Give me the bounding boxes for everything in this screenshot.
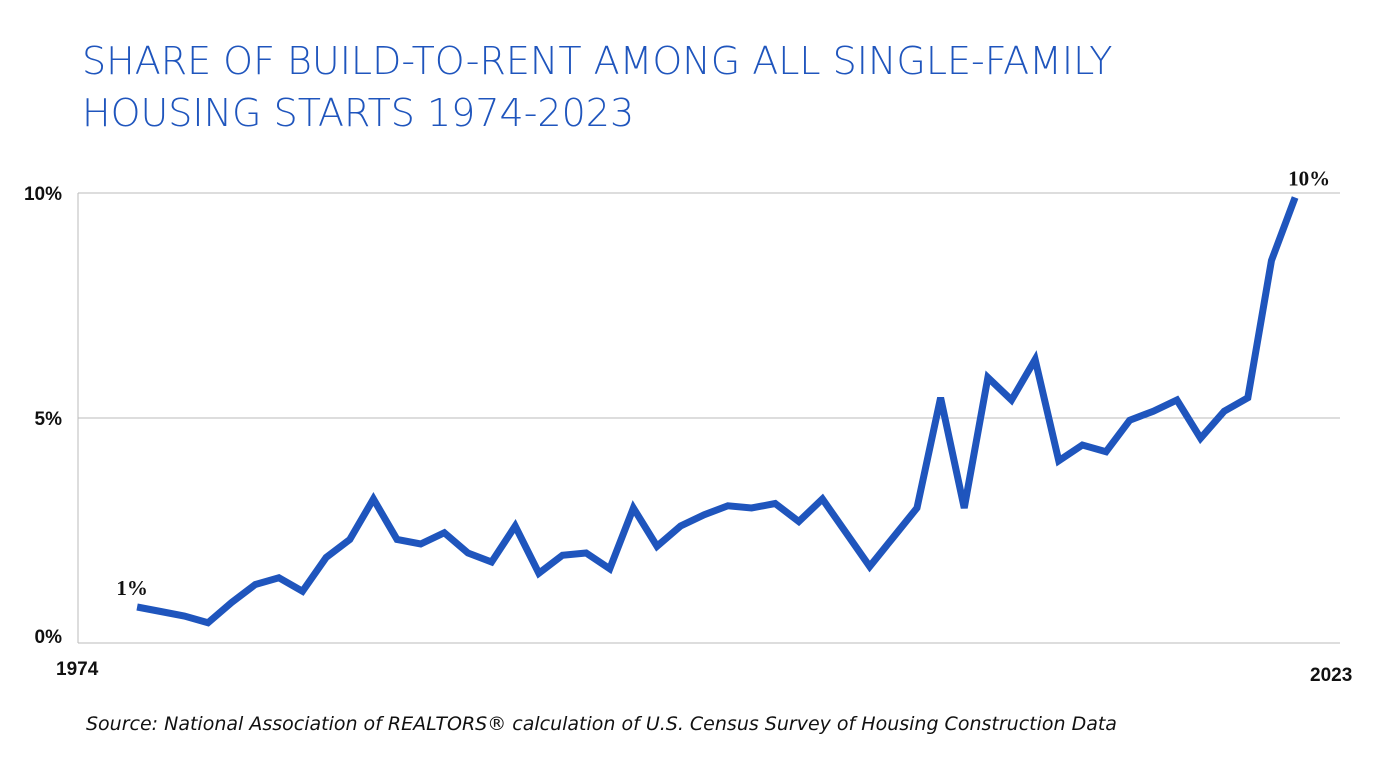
y-tick-label: 5%: [35, 409, 63, 430]
chart-title: SHARE OF BUILD-TO-RENT AMONG ALL SINGLE-…: [82, 39, 1112, 83]
chart-title: HOUSING STARTS 1974-2023: [82, 91, 634, 135]
source-note: Source: National Association of REALTORS…: [86, 713, 1117, 735]
x-axis-label: 2023: [1310, 665, 1352, 686]
y-tick-label: 10%: [24, 184, 62, 205]
x-axis-label: 1974: [56, 659, 99, 680]
y-tick-label: 0%: [35, 627, 63, 648]
value-label: 10%: [1288, 167, 1330, 191]
data-line: [136, 196, 1299, 627]
value-label: 1%: [116, 576, 148, 600]
